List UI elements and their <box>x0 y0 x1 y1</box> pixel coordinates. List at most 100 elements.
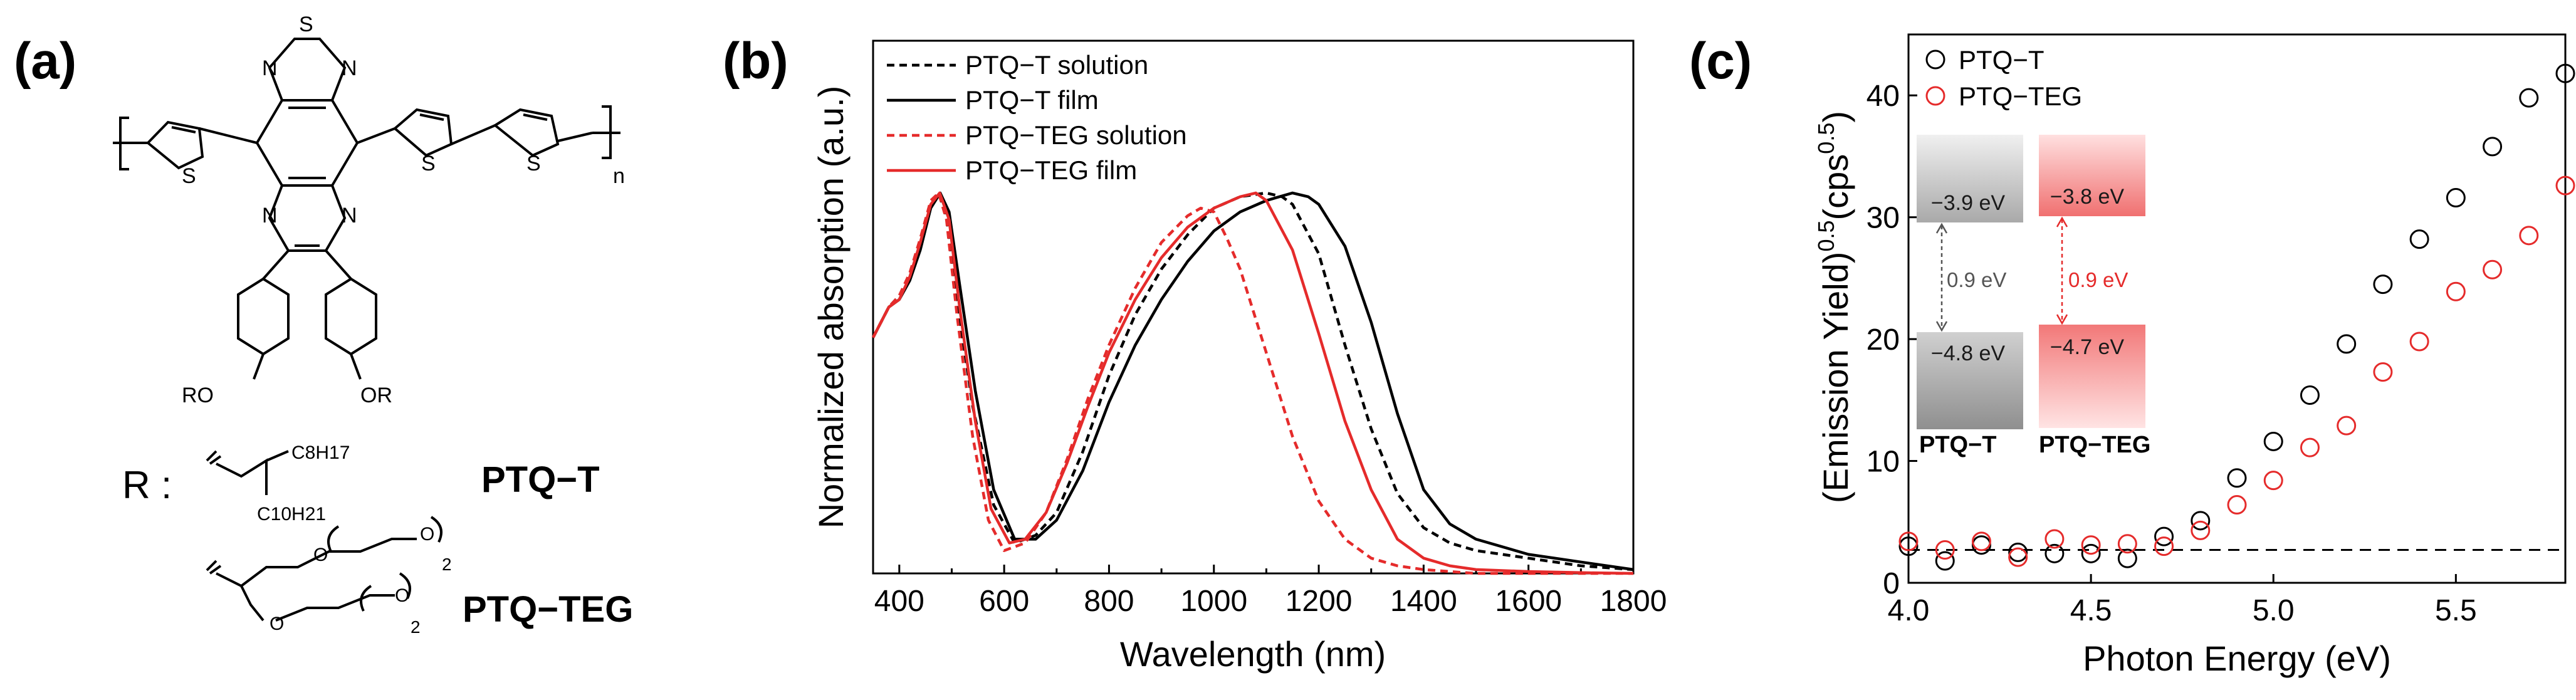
data-point <box>2045 543 2065 563</box>
inset-label-ptq-t: PTQ−T <box>1919 432 1997 458</box>
x-tick-label: 4.5 <box>2070 594 2112 627</box>
teg-bracket-1 <box>327 516 442 552</box>
y-tick-label: 0 <box>1883 567 1900 600</box>
legend-label: PTQ−T <box>1959 45 2045 75</box>
axes-c: 4.0 4.5 5.0 5.5 0 10 20 30 40 <box>1867 80 2477 627</box>
data-point <box>2446 188 2466 208</box>
data-point <box>2008 542 2028 562</box>
series-line <box>872 191 1634 575</box>
y-tick-label: 20 <box>1867 323 1900 357</box>
x-tick-label: 5.0 <box>2253 594 2295 627</box>
ylabel-sup1: 0.5 <box>1813 220 1839 251</box>
branch-chain-1 <box>216 450 289 495</box>
scatter-points-c <box>1898 63 2575 571</box>
atom-O: O <box>420 524 434 545</box>
y-tick-label: 40 <box>1867 80 1900 113</box>
x-tick-label: 5.5 <box>2435 594 2477 627</box>
x-tick-label: 1800 <box>1600 585 1667 618</box>
attach-point-2 <box>206 560 222 575</box>
ptq-teg-lumo-block <box>2039 135 2145 216</box>
data-point <box>2081 535 2101 555</box>
series-line <box>872 191 1634 572</box>
benzene-core <box>255 99 359 187</box>
inset-label-ptq-teg: PTQ−TEG <box>2039 432 2150 458</box>
polymer-name-ptq-teg: PTQ−TEG <box>463 589 633 630</box>
data-point <box>2263 471 2283 491</box>
energy-diagram-inset: −3.9 eV −4.8 eV −3.8 eV −4.7 eV 0.9 eV 0… <box>1917 135 2150 458</box>
data-point <box>2483 137 2503 157</box>
legend-b: PTQ−T solution PTQ−T film PTQ−TEG solution… <box>887 50 1187 185</box>
attach-point-1 <box>206 450 222 465</box>
atom-S: S <box>299 13 313 36</box>
x-axis-label-c: Photon Energy (eV) <box>2083 639 2391 678</box>
data-point <box>2519 226 2539 246</box>
panel-label-c: (c) <box>1689 33 1752 90</box>
atom-N: N <box>342 56 357 80</box>
x-tick-label: 1600 <box>1495 585 1562 618</box>
legend-label: PTQ−TEG solution <box>965 120 1187 150</box>
phenyl-right <box>325 277 377 356</box>
ptq-t-lumo-block <box>1917 135 2023 222</box>
atom-O: O <box>395 585 409 606</box>
data-point <box>2045 529 2065 549</box>
ptq-t-homo-block <box>1917 332 2023 429</box>
teg-bracket-2 <box>360 572 411 612</box>
panel-label-a: (a) <box>14 33 76 90</box>
ptq-teg-homo-block <box>2039 325 2145 428</box>
data-point <box>2409 229 2429 249</box>
ylabel-sup2: 0.5 <box>1813 123 1839 154</box>
label-OR: OR <box>360 384 392 407</box>
teg-chain <box>216 538 417 622</box>
data-point <box>1935 540 1955 560</box>
data-point <box>2154 536 2174 556</box>
ptq-t-gap-value: 0.9 eV <box>1947 268 2006 291</box>
bond-thiophene-core <box>199 127 258 144</box>
data-point <box>2483 259 2503 279</box>
data-point <box>2446 281 2466 301</box>
panel-c: (c) 4.0 4.5 5.0 5.5 0 10 20 30 40 −3.9 eV −4.8 e… <box>1689 33 2575 678</box>
plot-frame-b <box>872 39 1635 575</box>
data-point <box>2519 88 2539 108</box>
data-point <box>1935 551 1955 571</box>
r-group-label: R : <box>122 464 172 507</box>
legend-c: PTQ−T PTQ−TEG <box>1925 45 2082 111</box>
legend-label: PTQ−T solution <box>965 50 1148 80</box>
repeat-subscript: 2 <box>442 555 452 574</box>
data-point <box>1898 536 1919 556</box>
ptq-t-homo-value: −4.8 eV <box>1931 342 2005 365</box>
data-point <box>2555 175 2575 196</box>
panel-label-b: (b) <box>723 33 788 90</box>
thiadiazole-ring <box>268 38 347 101</box>
legend-label: PTQ−TEG film <box>965 155 1137 185</box>
x-axis-label-b: Wavelength (nm) <box>1120 634 1386 674</box>
x-tick-label: 400 <box>874 585 924 618</box>
ylabel-end: ) <box>1816 111 1855 123</box>
plot-frame-c <box>1907 33 2567 584</box>
data-point <box>2008 547 2028 567</box>
data-point <box>2337 415 2357 436</box>
label-RO: RO <box>182 384 214 407</box>
y-tick-label: 10 <box>1867 446 1900 479</box>
repeat-subscript: 2 <box>411 617 421 637</box>
data-point <box>2081 543 2101 563</box>
ylabel-main: (Emission Yield) <box>1816 252 1855 503</box>
ptq-teg-gap-value: 0.9 eV <box>2068 268 2128 291</box>
data-point <box>1971 535 1991 555</box>
legend-label: PTQ−TEG <box>1959 81 2082 111</box>
phenyl-left <box>237 277 290 356</box>
label-c10h21: C10H21 <box>257 504 326 525</box>
thiophene-right-2 <box>493 108 560 157</box>
thiophene-left <box>146 120 204 170</box>
polymer-name-ptq-t: PTQ−T <box>481 459 600 500</box>
atom-N: N <box>262 56 278 80</box>
panel-a: (a) <box>14 13 633 637</box>
data-point <box>2191 520 2211 540</box>
x-tick-label: 4.0 <box>1888 594 1930 627</box>
x-axis-b: 400 600 800 1000 1200 1400 1600 1800 <box>874 565 1667 618</box>
data-point <box>2117 534 2137 554</box>
atom-S: S <box>421 152 436 175</box>
data-point <box>2191 511 2211 531</box>
panel-b: (b) 400 600 800 1000 1200 1400 1600 1800 Wavele… <box>723 33 1667 674</box>
x-tick-label: 1000 <box>1180 585 1247 618</box>
thiophene-right-1 <box>392 108 453 157</box>
